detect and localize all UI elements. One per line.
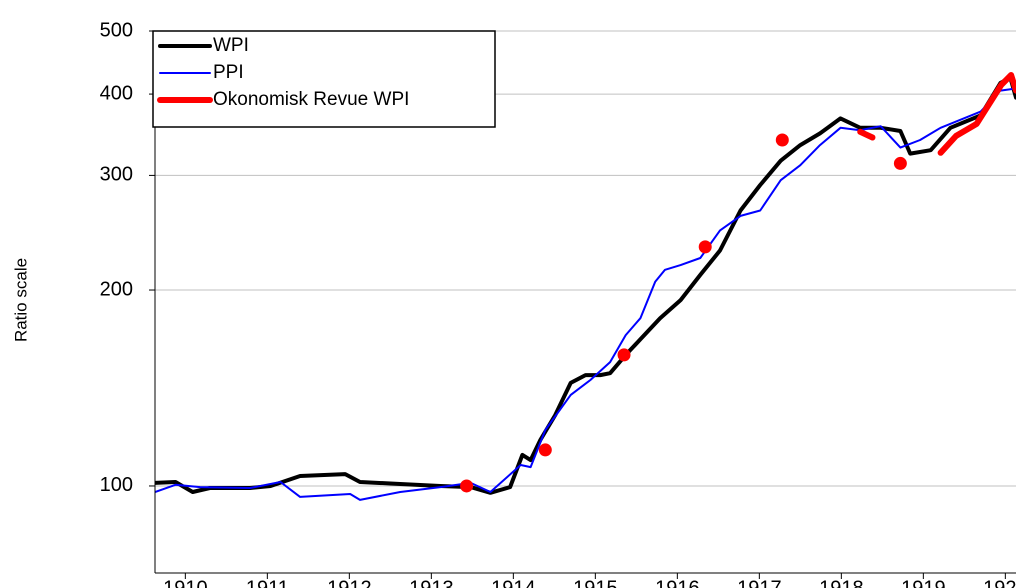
data-point [460, 479, 474, 493]
legend-label: Okonomisk Revue WPI [213, 89, 409, 110]
data-point [617, 348, 631, 362]
x-tick-label: 1917 [737, 577, 782, 588]
x-tick-label: 1918 [819, 577, 864, 588]
y-tick-label: 500 [100, 19, 133, 41]
plot-area [155, 72, 1016, 501]
x-tick-label: 1912 [327, 577, 372, 588]
legend-label: PPI [213, 62, 244, 83]
x-tick-label: 1914 [491, 577, 536, 588]
x-tick-label: 1916 [655, 577, 700, 588]
x-tick-label: 1911 [246, 577, 289, 588]
y-axis-label: Ratio scale [11, 258, 30, 342]
legend: WPI PPI Okonomisk Revue WPI [152, 30, 496, 128]
x-tick-label: 1913 [409, 577, 454, 588]
data-point [698, 240, 712, 254]
data-point [775, 133, 789, 147]
y-tick-label: 200 [100, 278, 133, 300]
series-line [857, 128, 876, 141]
x-tick-label: 1915 [573, 577, 618, 588]
legend-label: WPI [213, 35, 249, 56]
y-tick-label: 100 [100, 474, 133, 496]
x-tick-label: 1920 [983, 577, 1016, 588]
data-point [538, 443, 552, 457]
x-tick-label: 1919 [901, 577, 946, 588]
series-line [155, 75, 1016, 495]
data-point [893, 156, 907, 170]
y-tick-label: 300 [100, 164, 133, 186]
series-line [937, 72, 1016, 156]
legend-box [152, 30, 496, 128]
x-tick-label: 1910 [163, 577, 208, 588]
series-line [155, 87, 1016, 501]
y-tick-label: 400 [100, 82, 133, 104]
